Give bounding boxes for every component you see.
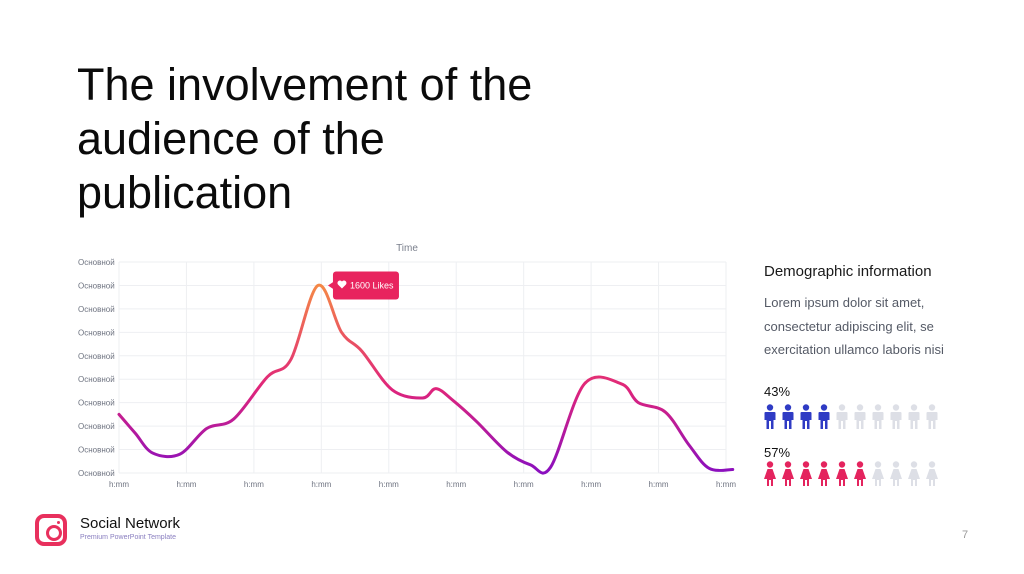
female-person-icon	[764, 461, 776, 487]
heart-icon	[337, 280, 347, 289]
x-tick-label: h:mm	[109, 480, 129, 489]
y-tick-label: Основной	[78, 446, 115, 455]
brand-subtitle: Premium PowerPoint Template	[80, 534, 176, 541]
y-tick-label: Основной	[78, 352, 115, 361]
x-tick-label: h:mm	[311, 480, 331, 489]
female-person-icon-inactive	[926, 461, 938, 487]
callout-box	[332, 271, 399, 300]
x-tick-label: h:mm	[446, 480, 466, 489]
male-person-icon-inactive	[854, 404, 866, 430]
male-person-icon-inactive	[908, 404, 920, 430]
female-percent: 57%	[764, 445, 791, 460]
y-tick-label: Основной	[78, 399, 115, 408]
y-tick-label: Основной	[78, 281, 115, 290]
female-person-icon-inactive	[872, 461, 884, 487]
title-line: publication	[77, 167, 293, 218]
female-person-icon	[800, 461, 812, 487]
description-line: exercitation ullamco laboris nisi	[764, 342, 944, 357]
demographics-description: Lorem ipsum dolor sit amet, consectetur …	[764, 291, 1004, 362]
page-number: 7	[962, 529, 969, 541]
female-person-icon	[818, 461, 830, 487]
title-line: audience of the	[77, 113, 385, 164]
male-person-icon	[782, 404, 794, 430]
x-tick-label: h:mm	[176, 480, 196, 489]
male-person-icon	[818, 404, 830, 430]
female-person-icon	[854, 461, 866, 487]
y-tick-label: Основной	[78, 305, 115, 314]
male-person-icon	[800, 404, 812, 430]
demographics-heading: Demographic information	[764, 263, 932, 280]
x-tick-label: h:mm	[244, 480, 264, 489]
callout-label: 1600 Likes	[350, 280, 394, 290]
female-person-icon	[782, 461, 794, 487]
male-percent: 43%	[764, 384, 791, 399]
y-tick-label: Основной	[78, 469, 115, 478]
x-tick-label: h:mm	[379, 480, 399, 489]
male-person-icon-inactive	[890, 404, 902, 430]
y-tick-label: Основной	[78, 422, 115, 431]
y-tick-label: Основной	[78, 328, 115, 337]
likes-callout: 1600 Likes	[327, 271, 399, 300]
male-person-icon-inactive	[926, 404, 938, 430]
male-person-icon-inactive	[872, 404, 884, 430]
female-person-icon	[836, 461, 848, 487]
y-tick-label: Основной	[78, 375, 115, 384]
description-line: consectetur adipiscing elit, se	[764, 318, 934, 334]
brand-name: Social Network	[80, 515, 181, 532]
title-line: The involvement of the	[77, 59, 533, 110]
female-person-icon-inactive	[908, 461, 920, 487]
chart-title: Time	[396, 243, 418, 254]
x-tick-label: h:mm	[649, 480, 669, 489]
male-person-icon-inactive	[836, 404, 848, 430]
description-line: Lorem ipsum dolor sit amet,	[764, 295, 925, 310]
y-tick-label: Основной	[78, 258, 115, 267]
male-person-icon	[764, 404, 776, 430]
female-person-icon-inactive	[890, 461, 902, 487]
x-tick-label: h:mm	[716, 480, 736, 489]
callout-pointer	[327, 281, 334, 290]
instagram-icon	[35, 514, 67, 546]
x-tick-label: h:mm	[514, 480, 534, 489]
slide-title: The involvement of the audience of the p…	[77, 58, 597, 220]
series-line	[117, 283, 735, 475]
x-tick-label: h:mm	[581, 480, 601, 489]
